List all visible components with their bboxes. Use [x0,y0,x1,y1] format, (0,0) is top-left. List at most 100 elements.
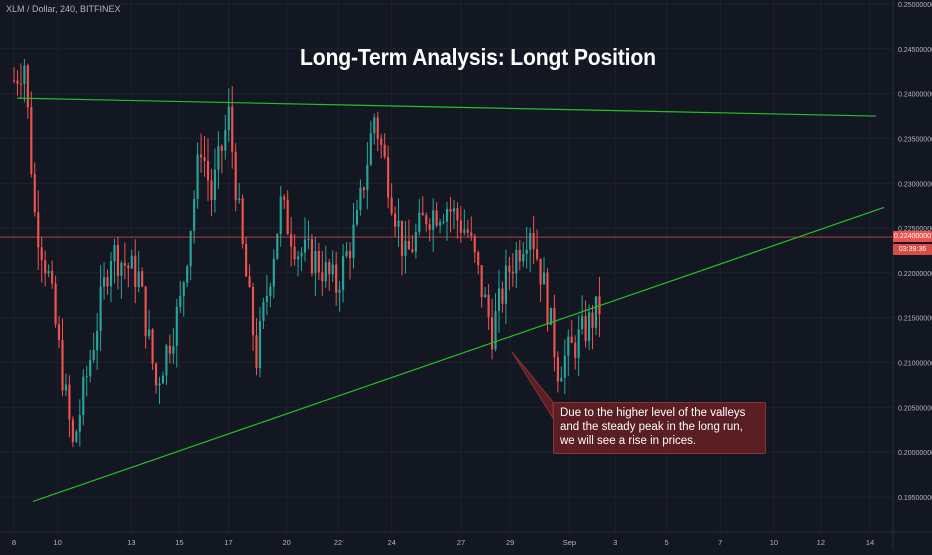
price-tick-label-8: 0.21000000 [898,361,932,368]
candle-body-137 [487,294,490,318]
time-tick-label-11: 3 [613,538,617,547]
candle-body-158 [560,377,563,382]
candle-body-52 [193,198,196,231]
candle-body-159 [563,355,566,378]
bar-countdown-badge: 03:39:36 [893,244,932,255]
candle-body-38 [144,286,147,337]
candle-body-49 [182,282,185,297]
candle-body-60 [220,146,223,151]
candle-body-93 [335,264,338,293]
candle-body-3 [23,65,26,85]
candle-body-43 [161,375,165,384]
time-tick-label-7: 24 [388,538,396,547]
candle-body-37 [141,271,144,287]
candle-body-114 [407,240,410,250]
candle-body-5 [30,107,33,174]
candle-body-132 [470,232,473,237]
annotation-callout[interactable]: Due to the higher level of the valleys a… [553,402,766,454]
candle-body-59 [217,146,220,170]
candle-body-30 [116,244,120,276]
candle-body-133 [473,236,476,253]
candle-body-6 [33,173,36,213]
candle-body-88 [317,251,320,273]
candle-body-56 [206,160,210,181]
price-tick-label-4: 0.23000000 [898,181,932,188]
candle-body-23 [92,350,95,360]
candle-body-124 [442,221,445,223]
candle-body-138 [490,317,494,350]
candle-body-99 [355,209,359,225]
price-tick-label-1: 0.24500000 [898,47,932,54]
candle-body-58 [213,169,216,200]
candle-body-128 [456,208,459,221]
time-tick-label-6: 22 [334,538,342,547]
candle-body-139 [494,311,497,350]
price-tick-label-6: 0.22000000 [898,271,932,278]
candle-body-34 [130,255,133,269]
candle-body-9 [44,260,47,274]
candle-body-110 [393,213,397,227]
callout-pointer [511,351,554,420]
price-axis[interactable]: 0.25000000 0.24500000 0.24000000 0.23500000… [892,0,932,550]
candle-body-25 [99,286,102,331]
candle-body-87 [314,251,317,274]
candle-body-154 [546,272,549,325]
candle-body-162 [574,342,577,358]
candle-body-153 [542,272,546,285]
candle-body-156 [553,307,556,358]
candle-body-98 [352,224,355,259]
candle-body-95 [342,256,345,291]
candle-body-140 [497,288,501,312]
candle-body-0 [12,80,16,82]
trendlines[interactable] [16,97,885,503]
candle-body-31 [120,262,123,276]
candle-body-135 [480,265,483,298]
candle-body-96 [345,250,348,257]
price-tick-label-7: 0.21500000 [898,316,932,323]
candle-body-12 [54,283,57,325]
candle-body-148 [525,249,528,254]
candle-body-119 [425,215,428,225]
price-tick-label-10: 0.20000000 [898,450,932,457]
time-tick-label-3: 15 [175,538,183,547]
candle-body-22 [89,359,92,377]
candle-body-55 [203,157,206,161]
candle-body-67 [245,243,248,277]
candle-body-72 [262,302,265,321]
time-tick-label-12: 5 [665,538,669,547]
candle-body-102 [366,164,369,191]
candle-body-39 [148,329,151,337]
time-tick-label-13: 7 [718,538,722,547]
candle-body-36 [137,271,140,288]
candle-body-147 [522,253,525,262]
candle-body-121 [432,210,435,230]
candle-body-103 [369,133,372,165]
time-axis[interactable]: 8 10 13 15 17 20 22 24 27 29 Sep 3 5 7 10 12 14 [0,531,932,547]
candle-body-47 [175,306,178,346]
candle-body-8 [40,247,43,261]
candle-body-141 [501,288,504,304]
candle-body-40 [151,329,154,364]
candle-body-149 [529,233,532,250]
candle-body-84 [303,239,307,253]
candle-body-14 [61,340,64,391]
candle-body-50 [186,266,189,283]
candle-body-70 [255,335,258,369]
candle-body-130 [463,229,466,233]
candle-body-54 [199,154,203,158]
candle-body-82 [296,256,300,260]
candle-body-163 [577,329,580,358]
candle-body-142 [504,265,507,304]
candle-body-160 [567,336,570,356]
candle-body-122 [435,210,438,226]
candle-body-10 [47,270,50,274]
candle-body-97 [348,250,352,259]
candle-body-100 [359,187,362,210]
candle-body-136 [484,294,487,298]
time-tick-label-14: 10 [770,538,778,547]
candle-body-65 [238,198,241,201]
symbol-label: XLM / Dollar, 240, BITFINEX [6,4,121,14]
candle-body-92 [331,264,334,275]
